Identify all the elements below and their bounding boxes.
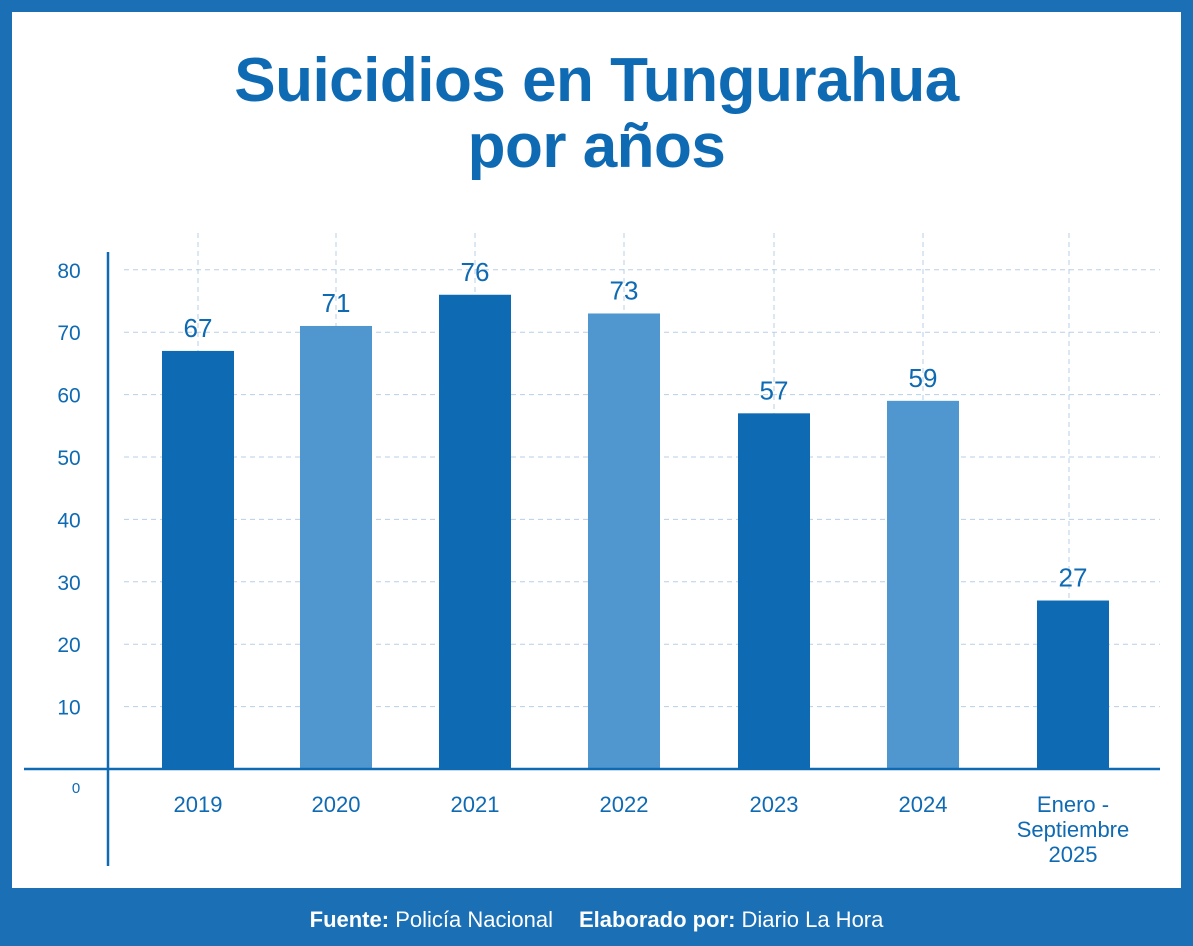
footer-source: Fuente: Policía Nacional bbox=[310, 907, 553, 933]
x-tick-label-line: 2020 bbox=[312, 792, 361, 817]
x-tick-label-1: 2020 bbox=[312, 792, 361, 817]
chart-title: Suicidios en Tungurahua por años bbox=[0, 48, 1193, 180]
source-label: Fuente: bbox=[309, 906, 390, 932]
bar-6 bbox=[1037, 600, 1109, 769]
x-tick-label-4: 2023 bbox=[750, 792, 799, 817]
y-tick-label-50: 50 bbox=[57, 447, 80, 470]
x-tick-label-line: 2023 bbox=[750, 792, 799, 817]
x-tick-label-line: 2021 bbox=[451, 792, 500, 817]
data-label-3: 73 bbox=[610, 275, 639, 305]
chart-title-line-1: Suicidios en Tungurahua bbox=[234, 46, 959, 115]
y-tick-label-60: 60 bbox=[57, 385, 80, 408]
y-tick-label-40: 40 bbox=[57, 509, 80, 532]
y-tick-label-70: 70 bbox=[57, 322, 80, 345]
x-tick-label-3: 2022 bbox=[600, 792, 649, 817]
data-label-6: 27 bbox=[1059, 563, 1088, 593]
bar-0 bbox=[162, 350, 234, 769]
data-label-2: 76 bbox=[461, 257, 490, 287]
footer: Fuente: Policía Nacional Elaborado por: … bbox=[0, 893, 1193, 946]
x-tick-label-line: 2024 bbox=[899, 792, 948, 817]
x-tick-label-line: 2022 bbox=[600, 792, 649, 817]
author-label: Elaborado por: bbox=[578, 906, 736, 932]
bar-5 bbox=[887, 400, 959, 769]
chart-title-line-2: por años bbox=[467, 112, 726, 181]
data-label-4: 57 bbox=[760, 375, 789, 405]
bar-3 bbox=[588, 313, 660, 769]
data-label-1: 71 bbox=[322, 288, 351, 318]
data-label-0: 67 bbox=[184, 313, 213, 343]
x-tick-label-5: 2024 bbox=[899, 792, 948, 817]
x-tick-label-line: Septiembre bbox=[1017, 817, 1130, 842]
x-tick-label-6: Enero -Septiembre 2025 bbox=[1017, 792, 1130, 867]
footer-author: Elaborado por: Diario La Hora bbox=[579, 907, 883, 933]
author-value: Diario La Hora bbox=[741, 906, 884, 932]
bar-2 bbox=[439, 294, 511, 769]
x-tick-label-2: 2021 bbox=[451, 792, 500, 817]
x-tick-label-0: 2019 bbox=[174, 792, 223, 817]
y-tick-label-30: 30 bbox=[57, 572, 80, 595]
source-value: Policía Nacional bbox=[395, 906, 553, 932]
y-tick-label-20: 20 bbox=[57, 634, 80, 657]
data-label-5: 59 bbox=[909, 363, 938, 393]
y-tick-label-80: 80 bbox=[57, 260, 80, 283]
x-tick-label-line: 2019 bbox=[174, 792, 223, 817]
bar-4 bbox=[738, 413, 810, 769]
x-tick-label-line: Enero - bbox=[1037, 792, 1109, 817]
y-tick-label-10: 10 bbox=[57, 697, 80, 720]
y-tick-label-0: 0 bbox=[72, 780, 80, 797]
x-tick-label-line: 2025 bbox=[1049, 842, 1098, 867]
bar-1 bbox=[300, 325, 372, 769]
